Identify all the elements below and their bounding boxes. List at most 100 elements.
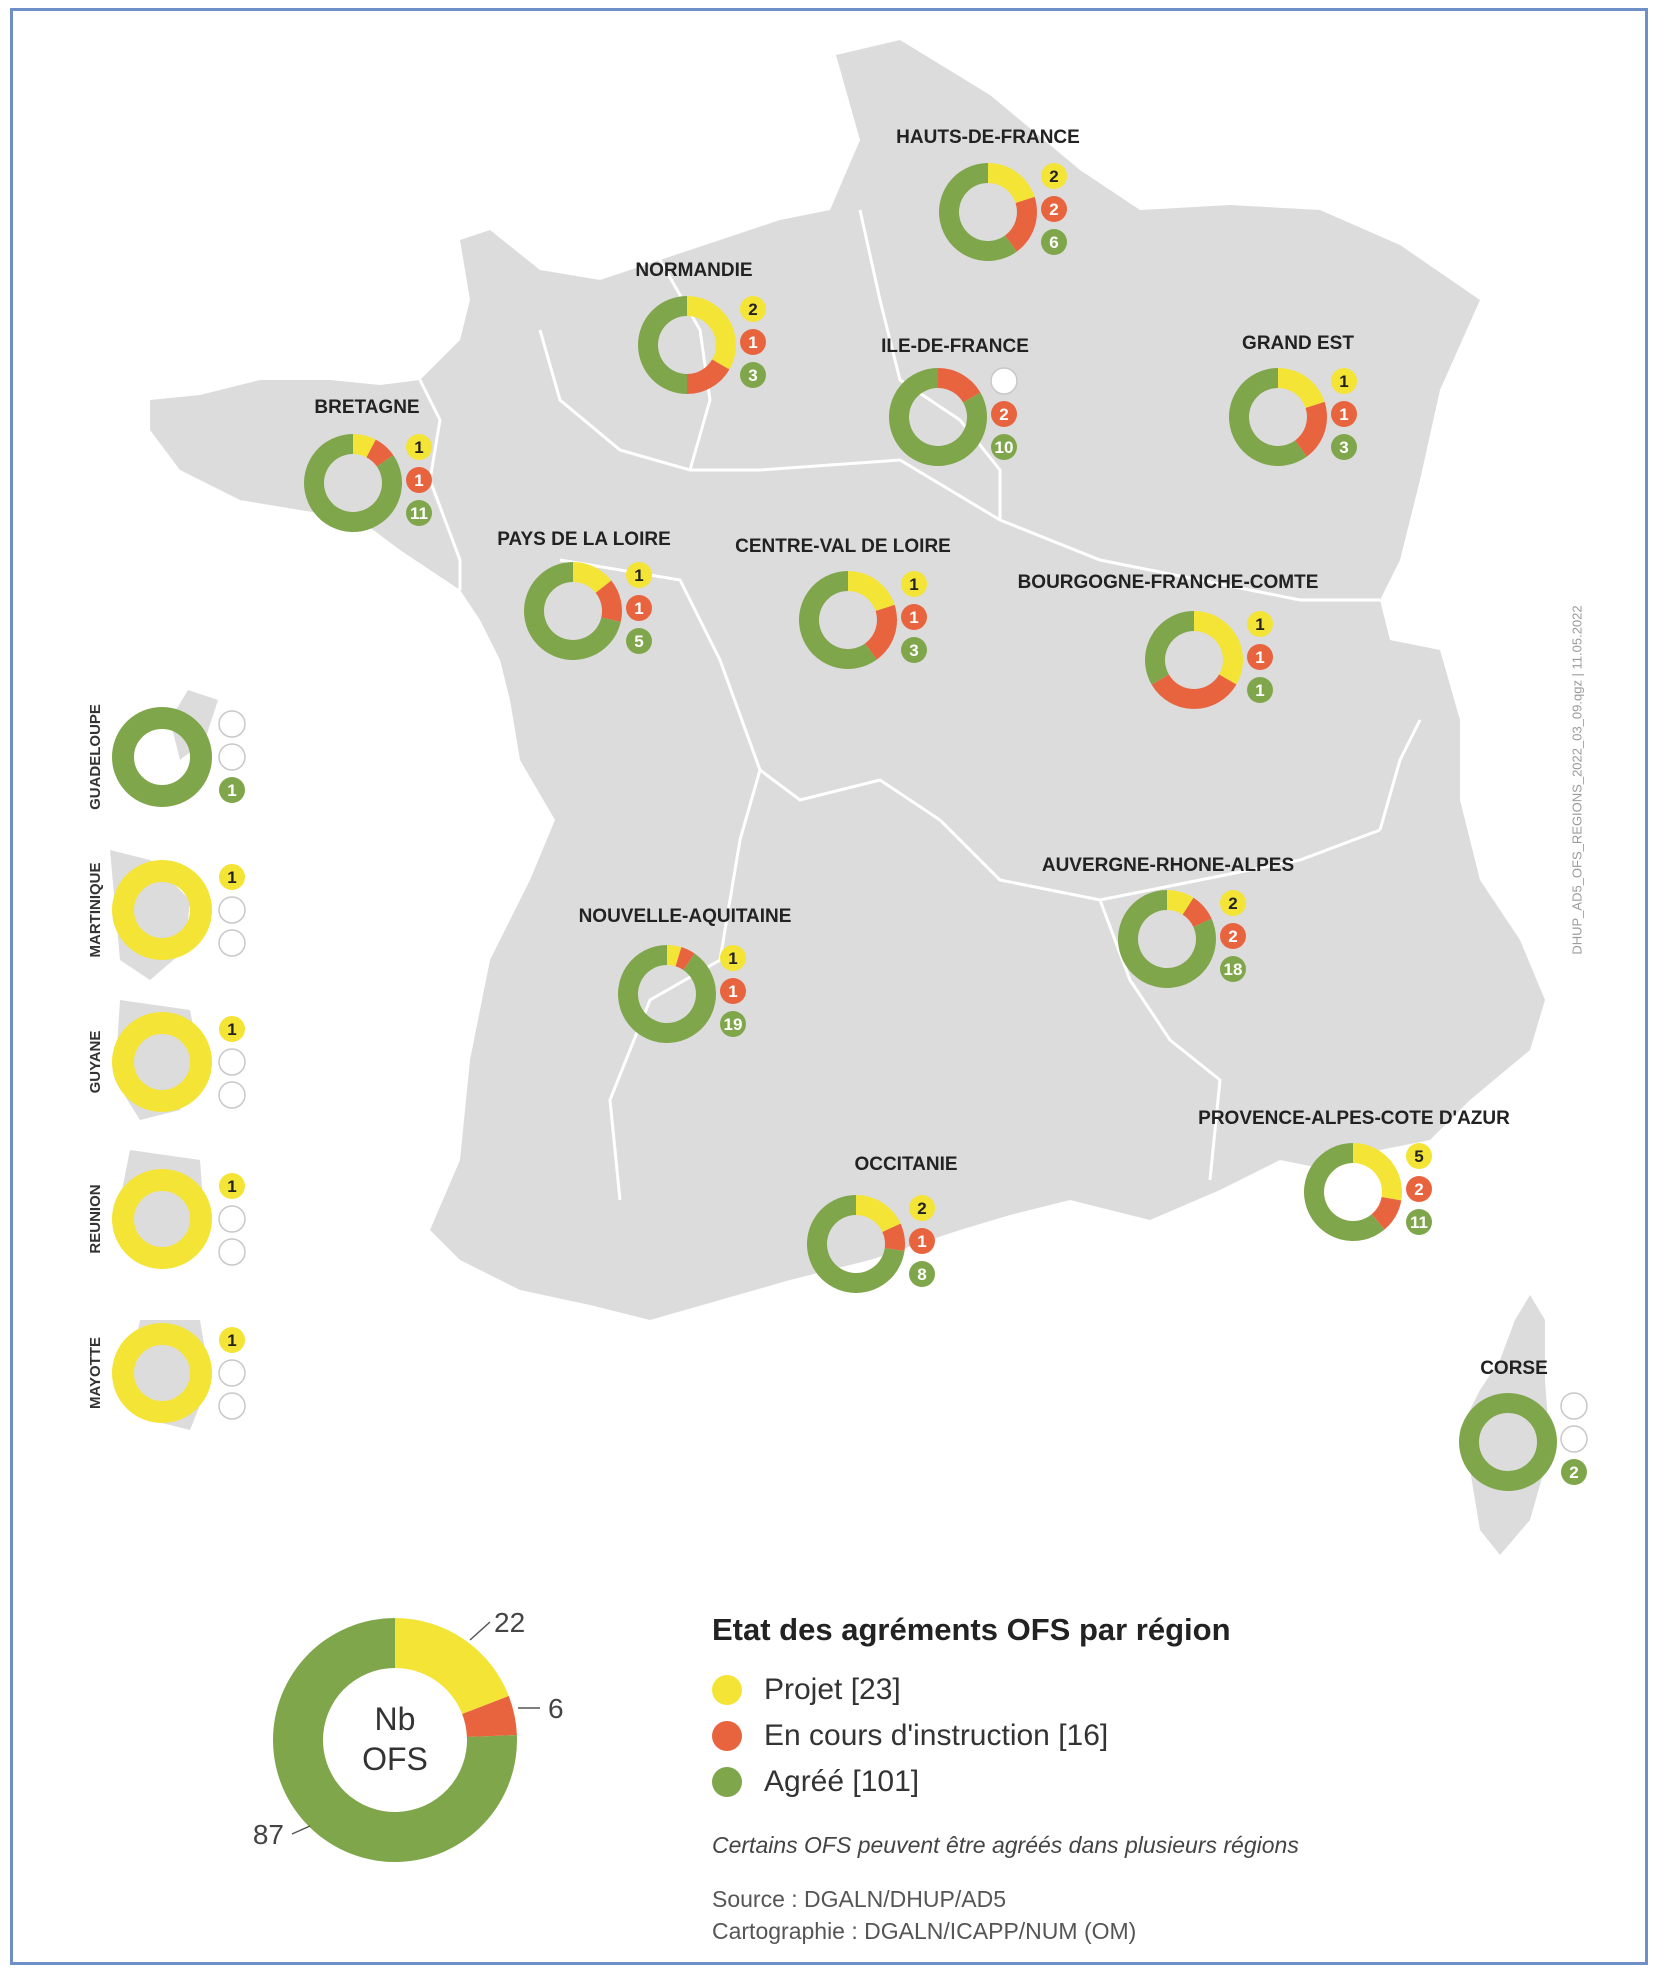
summary-instruction-value: 6 — [548, 1693, 564, 1724]
summary-projet-leader — [469, 1621, 491, 1641]
region-nouvelle-aquitaine-count-projet: 1 — [728, 949, 737, 968]
region-normandie-badge-instruction — [740, 329, 766, 355]
overseas-mayotte-segment-projet — [112, 1323, 212, 1423]
region-auvergne-rhone-alpes-badge-projet — [1220, 890, 1246, 916]
region-centre-val-de-loire-label: CENTRE-VAL DE LOIRE — [735, 536, 951, 557]
region-normandie-segment-projet — [687, 296, 736, 370]
region-bretagne-segment-projet — [353, 434, 376, 458]
region-provence-alpes-cote-d-azur-label: PROVENCE-ALPES-COTE D'AZUR — [1198, 1108, 1510, 1129]
summary-donut: Nb OFS 22 6 87 — [253, 1607, 564, 1862]
overseas-guyane-segment-projet — [112, 1012, 212, 1112]
region-ile-de-france-segment-instruction — [938, 368, 981, 403]
region-grand-est-count-instruction: 1 — [1339, 405, 1348, 424]
map-frame — [10, 8, 1648, 1965]
overseas-martinique-badge-projet — [219, 864, 245, 890]
region-normandie-count-projet: 2 — [748, 300, 757, 319]
region-grand-est-count-agree: 3 — [1339, 438, 1348, 457]
region-corse-segment-agree — [1459, 1393, 1557, 1491]
legend-dot-agree — [712, 1767, 742, 1797]
region-nouvelle-aquitaine-badge-instruction — [720, 978, 746, 1004]
summary-segment-agree — [272, 1618, 517, 1862]
region-ile-de-france: ILE-DE-FRANCE 2 10 — [881, 336, 1029, 467]
region-provence-alpes-cote-d-azur-count-projet: 5 — [1414, 1147, 1423, 1166]
region-nouvelle-aquitaine-count-instruction: 1 — [728, 982, 737, 1001]
overseas-mayotte-badge-agree-empty — [218, 1392, 246, 1420]
region-provence-alpes-cote-d-azur-badge-instruction — [1406, 1176, 1432, 1202]
region-occitanie-label: OCCITANIE — [854, 1154, 957, 1175]
overseas-reunion-segment-projet — [112, 1169, 212, 1269]
region-auvergne-rhone-alpes-badge-agree — [1220, 956, 1246, 982]
region-auvergne-rhone-alpes-segment-agree — [1118, 890, 1216, 988]
region-ile-de-france-label: ILE-DE-FRANCE — [881, 336, 1029, 357]
region-corse-badge-instruction-empty — [1560, 1425, 1588, 1453]
region-hauts-de-france-badge-instruction — [1041, 196, 1067, 222]
legend-label-projet: Projet [23] — [764, 1673, 901, 1706]
overseas-reunion-count-projet: 1 — [227, 1177, 236, 1196]
region-pays-de-la-loire-count-agree: 5 — [634, 632, 643, 651]
cartography-text: Cartographie : DGALN/ICAPP/NUM (OM) — [712, 1918, 1137, 1944]
overseas-reunion: REUNION 1 — [87, 1169, 246, 1269]
region-ile-de-france-badge-instruction — [991, 401, 1017, 427]
region-pays-de-la-loire-count-instruction: 1 — [634, 599, 643, 618]
region-hauts-de-france-count-agree: 6 — [1049, 233, 1058, 252]
legend-item-agree: Agréé [101] — [712, 1762, 919, 1802]
region-grand-est-badge-instruction — [1331, 401, 1357, 427]
region-normandie-badge-projet — [740, 296, 766, 322]
region-provence-alpes-cote-d-azur-segment-instruction — [1371, 1197, 1402, 1230]
region-provence-alpes-cote-d-azur-segment-agree — [1303, 1143, 1385, 1241]
overseas-guadeloupe-badge-projet-empty — [218, 710, 246, 738]
overseas-guadeloupe-segment-agree — [112, 707, 212, 807]
region-centre-val-de-loire: CENTRE-VAL DE LOIRE 1 1 3 — [735, 536, 951, 670]
overseas-martinique-segment-projet — [112, 860, 212, 960]
region-ile-de-france-segment-agree — [889, 368, 988, 467]
region-bretagne-label: BRETAGNE — [314, 397, 419, 418]
region-corse-badge-projet-empty — [1560, 1392, 1588, 1420]
region-bourgogne-franche-comte-segment-agree — [1145, 611, 1194, 685]
region-grand-est-badge-projet — [1331, 368, 1357, 394]
region-auvergne-rhone-alpes-count-projet: 2 — [1228, 894, 1237, 913]
region-pays-de-la-loire-segment-projet — [573, 562, 612, 593]
legend-label-instruction: En cours d'instruction [16] — [764, 1719, 1109, 1752]
region-hauts-de-france-badge-projet — [1041, 163, 1067, 189]
region-nouvelle-aquitaine-segment-projet — [667, 945, 682, 967]
region-corse: CORSE 2 — [1459, 1358, 1588, 1491]
region-auvergne-rhone-alpes-badge-instruction — [1220, 923, 1246, 949]
region-hauts-de-france-segment-agree — [938, 163, 1017, 261]
region-occitanie: OCCITANIE 2 1 8 — [806, 1154, 958, 1293]
region-bourgogne-franche-comte-count-instruction: 1 — [1255, 648, 1264, 667]
region-bretagne-count-projet: 1 — [414, 438, 423, 457]
region-occitanie-badge-agree — [909, 1261, 935, 1287]
region-occitanie-count-instruction: 1 — [917, 1232, 926, 1251]
region-provence-alpes-cote-d-azur-badge-agree — [1406, 1209, 1432, 1235]
region-auvergne-rhone-alpes-segment-projet — [1167, 890, 1194, 915]
summary-segment-projet — [395, 1618, 509, 1715]
region-corse-badge-agree — [1561, 1459, 1587, 1485]
summary-center-line1: Nb — [375, 1701, 416, 1737]
overseas-guyane-badge-agree-empty — [218, 1081, 246, 1109]
region-normandie-count-instruction: 1 — [748, 333, 757, 352]
region-centre-val-de-loire-count-projet: 1 — [909, 575, 918, 594]
overseas-guyane: GUYANE 1 — [87, 1012, 246, 1112]
overseas-martinique-count-projet: 1 — [227, 868, 236, 887]
region-occitanie-badge-instruction — [909, 1228, 935, 1254]
overseas-reunion-badge-agree-empty — [218, 1238, 246, 1266]
overseas-guyane-count-projet: 1 — [227, 1020, 236, 1039]
overseas-martinique-badge-instruction-empty — [218, 896, 246, 924]
region-centre-val-de-loire-segment-agree — [798, 571, 877, 670]
region-grand-est-segment-projet — [1278, 368, 1325, 409]
legend-label-agree: Agréé [101] — [764, 1765, 920, 1798]
region-normandie-label: NORMANDIE — [635, 260, 752, 281]
region-bourgogne-franche-comte-count-projet: 1 — [1255, 615, 1264, 634]
corse-shape — [1460, 1295, 1550, 1555]
region-grand-est-segment-agree — [1229, 368, 1307, 466]
region-provence-alpes-cote-d-azur: PROVENCE-ALPES-COTE D'AZUR 5 2 11 — [1198, 1108, 1510, 1241]
region-bourgogne-franche-comte: BOURGOGNE-FRANCHE-COMTE 1 1 1 — [1018, 572, 1318, 710]
region-pays-de-la-loire-segment-agree — [524, 562, 621, 660]
region-hauts-de-france-segment-instruction — [1005, 196, 1037, 252]
region-auvergne-rhone-alpes-count-instruction: 2 — [1228, 927, 1237, 946]
region-bretagne-badge-instruction — [406, 467, 432, 493]
region-hauts-de-france-label: HAUTS-DE-FRANCE — [896, 127, 1080, 148]
region-occitanie-badge-projet — [909, 1195, 935, 1221]
region-hauts-de-france-badge-agree — [1041, 229, 1067, 255]
